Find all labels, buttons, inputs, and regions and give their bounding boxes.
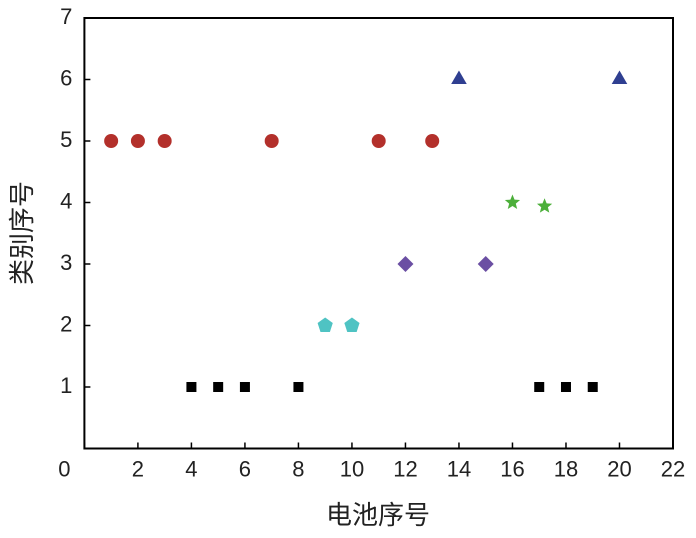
x-tick-label: 22 <box>661 456 685 481</box>
point <box>239 382 250 392</box>
point <box>611 70 628 84</box>
x-tick-label: 18 <box>554 456 578 481</box>
point <box>157 134 172 148</box>
y-tick-label: 3 <box>60 250 72 275</box>
x-axis-title: 电池序号 <box>326 500 430 530</box>
point <box>186 382 197 392</box>
x-tick-label: 16 <box>500 456 524 481</box>
point <box>477 256 494 272</box>
point <box>425 134 440 148</box>
point <box>504 194 521 209</box>
x-tick-label: 0 <box>58 456 70 481</box>
point <box>264 134 279 148</box>
y-tick-label: 5 <box>60 127 72 152</box>
plot-frame <box>83 17 674 450</box>
point <box>317 317 333 332</box>
point <box>560 382 571 392</box>
point <box>587 382 598 392</box>
point <box>344 317 360 332</box>
point <box>451 70 467 84</box>
point <box>397 256 414 272</box>
x-tick-label: 8 <box>292 456 304 481</box>
y-tick-label: 4 <box>60 188 72 213</box>
point <box>213 382 224 392</box>
x-tick-label: 2 <box>132 456 144 481</box>
y-axis-title: 类别序号 <box>7 181 37 285</box>
x-tick-label: 14 <box>447 456 471 481</box>
point <box>104 134 119 148</box>
y-tick-label: 7 <box>60 4 72 29</box>
x-tick-label: 10 <box>340 456 364 481</box>
x-tick-label: 20 <box>607 456 631 481</box>
y-tick-label: 2 <box>60 311 72 336</box>
point <box>536 198 553 213</box>
x-tick-label: 6 <box>239 456 251 481</box>
point <box>371 134 386 148</box>
point <box>293 382 304 392</box>
point <box>130 134 145 148</box>
point <box>534 382 545 392</box>
x-tick-label: 4 <box>185 456 197 481</box>
y-tick-label: 1 <box>60 373 72 398</box>
x-tick-label: 12 <box>393 456 417 481</box>
y-tick-label: 6 <box>60 65 72 90</box>
